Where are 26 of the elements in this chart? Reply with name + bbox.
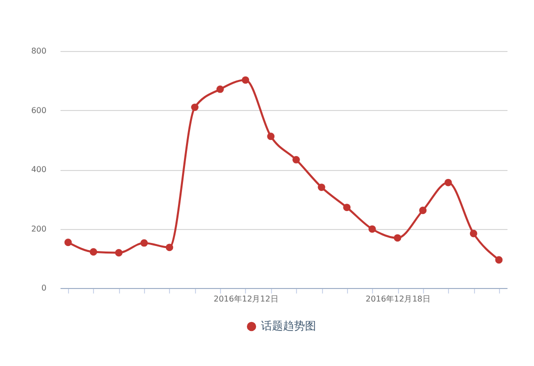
x-tick-label: 2016年12月12日 bbox=[214, 294, 278, 304]
point bbox=[419, 206, 427, 214]
point bbox=[115, 249, 122, 256]
point bbox=[368, 225, 376, 233]
point bbox=[64, 238, 72, 246]
point bbox=[242, 76, 250, 84]
legend-label: 话题趋势图 bbox=[261, 320, 316, 332]
y-tick-label: 400 bbox=[31, 165, 46, 174]
x-tick-label: 2016年12月18日 bbox=[366, 294, 430, 304]
point bbox=[292, 156, 300, 164]
point bbox=[470, 230, 478, 238]
point bbox=[318, 184, 326, 191]
point bbox=[216, 86, 224, 93]
point bbox=[166, 244, 174, 252]
point bbox=[191, 104, 199, 111]
y-tick-label: 200 bbox=[31, 224, 46, 234]
point bbox=[90, 248, 98, 256]
point bbox=[495, 256, 503, 264]
point bbox=[394, 234, 402, 242]
point bbox=[343, 204, 351, 212]
y-tick-label: 800 bbox=[31, 46, 46, 56]
point bbox=[267, 132, 275, 140]
point bbox=[140, 239, 148, 247]
y-tick-label: 600 bbox=[31, 106, 46, 115]
point bbox=[444, 178, 452, 186]
y-tick-label: 0 bbox=[41, 284, 46, 292]
